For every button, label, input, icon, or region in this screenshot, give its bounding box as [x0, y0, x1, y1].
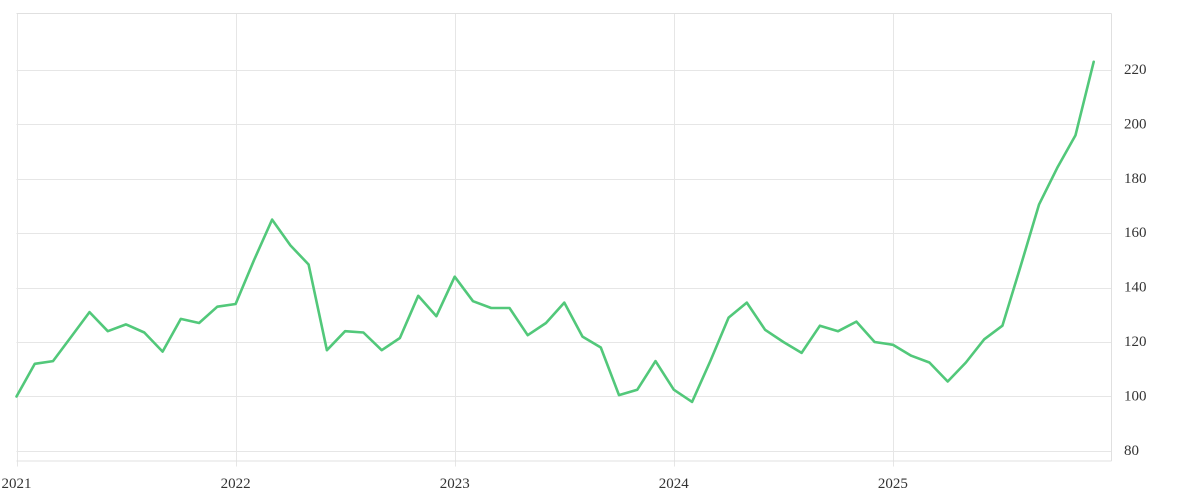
y-axis-tick-label: 160: [1124, 225, 1147, 241]
grid-vertical: [17, 13, 894, 467]
y-axis-tick-label: 220: [1124, 62, 1147, 78]
y-axis-tick-label: 200: [1124, 116, 1147, 132]
x-axis-labels: 2021 2022 2023 2024 2025: [2, 476, 908, 492]
plot-border: [16, 13, 1112, 462]
y-axis-tick-label: 140: [1124, 280, 1147, 296]
x-axis-tick-label: 2025: [878, 476, 908, 492]
x-axis-tick-label: 2022: [221, 476, 251, 492]
x-axis-tick-label: 2024: [659, 476, 690, 492]
y-axis-labels: 80 100 120 140 160 180 200 220: [1124, 62, 1147, 459]
price-line-series: [15, 60, 1095, 404]
y-axis-tick-label: 120: [1124, 334, 1147, 350]
x-axis-tick-label: 2021: [2, 476, 32, 492]
grid-horizontal: [16, 70, 1112, 452]
y-axis-tick-label: 100: [1124, 388, 1147, 404]
x-axis-tick-label: 2023: [440, 476, 470, 492]
y-axis-tick-label: 180: [1124, 171, 1147, 187]
y-axis-tick-label: 80: [1124, 443, 1139, 459]
